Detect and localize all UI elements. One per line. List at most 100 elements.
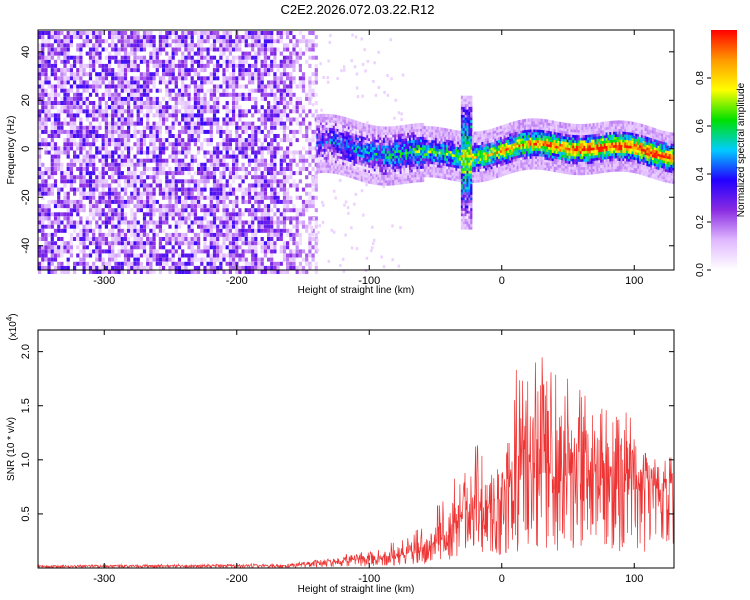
heatmap-cell: [336, 168, 339, 172]
heatmap-cell: [139, 232, 143, 237]
heatmap-cell: [289, 237, 293, 241]
heatmap-cell: [158, 101, 162, 105]
heatmap-cell: [209, 117, 213, 122]
heatmap-cell: [254, 183, 258, 188]
heatmap-cell: [98, 175, 102, 180]
heatmap-cell: [403, 132, 406, 136]
heatmap-cell: [386, 163, 389, 167]
heatmap-cell: [222, 43, 226, 48]
heatmap-cell: [44, 253, 48, 258]
heatmap-cell: [345, 144, 349, 148]
heatmap-cell: [235, 249, 239, 254]
heatmap-cell: [394, 136, 397, 140]
heatmap-cell: [212, 220, 217, 225]
heatmap-cell: [53, 84, 58, 89]
heatmap-cell: [190, 47, 194, 52]
heatmap-cell: [327, 164, 330, 168]
heatmap-cell: [373, 138, 376, 143]
heatmap-cell: [41, 96, 45, 101]
heatmap-cell: [334, 168, 337, 172]
heatmap-cell: [158, 158, 162, 163]
heatmap-cell: [149, 96, 153, 101]
heatmap-cell: [206, 121, 210, 126]
heatmap-cell: [344, 119, 347, 123]
heatmap-cell: [120, 63, 124, 68]
heatmap-cell: [117, 216, 121, 221]
heatmap-cell: [111, 68, 115, 73]
heatmap-cell: [130, 47, 134, 52]
heatmap-cell: [181, 105, 185, 110]
heatmap-cell: [203, 237, 207, 241]
heatmap-cell: [371, 170, 375, 174]
heatmap-cell: [384, 137, 388, 141]
heatmap-cell: [396, 173, 399, 177]
heatmap-cell: [171, 212, 175, 217]
heatmap-cell: [311, 245, 315, 250]
heatmap-cell: [357, 163, 360, 168]
heatmap-cell: [130, 59, 134, 64]
heatmap-cell: [368, 151, 371, 155]
heatmap-cell: [139, 142, 143, 147]
heatmap-cell: [386, 150, 389, 154]
heatmap-cell: [273, 117, 277, 122]
heatmap-cell: [301, 51, 306, 56]
heatmap-cell: [177, 208, 182, 213]
heatmap-cell: [232, 88, 236, 93]
heatmap-cell: [349, 129, 352, 133]
heatmap-cell: [88, 154, 93, 159]
heatmap-cell: [397, 173, 401, 177]
heatmap-cell: [282, 84, 287, 89]
heatmap-cell: [316, 159, 319, 163]
heatmap-cell: [200, 224, 204, 229]
heatmap-cell: [82, 245, 86, 250]
heatmap-cell: [323, 137, 326, 141]
heatmap-cell: [155, 134, 159, 138]
heatmap-cell: [50, 154, 54, 159]
heatmap-cell: [139, 195, 143, 200]
heatmap-cell: [130, 175, 134, 180]
heatmap-cell: [405, 132, 408, 136]
heatmap-cell: [228, 76, 232, 81]
heatmap-cell: [130, 224, 134, 229]
heatmap-cell: [158, 43, 162, 48]
heatmap-cell: [316, 151, 319, 155]
heatmap-cell: [298, 158, 302, 163]
heatmap-cell: [331, 156, 334, 161]
heatmap-cell: [82, 253, 86, 258]
heatmap-cell: [130, 31, 134, 35]
heatmap-cell: [235, 55, 239, 60]
heatmap-cell: [152, 187, 156, 192]
heatmap-cell: [117, 129, 121, 134]
heatmap-cell: [63, 88, 67, 93]
heatmap-cell: [114, 146, 118, 151]
heatmap-cell: [401, 173, 404, 177]
heatmap-cell: [390, 166, 393, 170]
heatmap-cell: [384, 155, 388, 159]
heatmap-cell: [187, 109, 191, 114]
heatmap-cell: [60, 88, 64, 93]
heatmap-cell: [171, 59, 175, 64]
heatmap-cell: [257, 31, 261, 35]
heatmap-cell: [168, 68, 172, 73]
heatmap-cell: [257, 208, 261, 213]
heatmap-cell: [41, 47, 45, 52]
heatmap-cell: [357, 147, 360, 152]
heatmap-cell: [155, 183, 159, 188]
heatmap-cell: [146, 265, 150, 270]
heatmap-cell: [193, 121, 197, 126]
heatmap-cell: [358, 140, 362, 144]
heatmap-cell: [187, 121, 191, 126]
heatmap-cell: [174, 237, 178, 241]
heatmap-cell: [270, 241, 274, 246]
heatmap-cell: [184, 31, 188, 35]
heatmap-cell: [165, 109, 169, 114]
heatmap-cell: [251, 204, 255, 209]
heatmap-cell: [174, 270, 178, 274]
heatmap-cell: [332, 130, 336, 134]
heatmap-cell: [114, 55, 118, 60]
heatmap-cell: [225, 88, 229, 93]
heatmap-cell: [289, 249, 293, 254]
heatmap-cell: [232, 154, 236, 159]
heatmap-cell: [232, 150, 236, 155]
heatmap-cell: [162, 96, 166, 101]
